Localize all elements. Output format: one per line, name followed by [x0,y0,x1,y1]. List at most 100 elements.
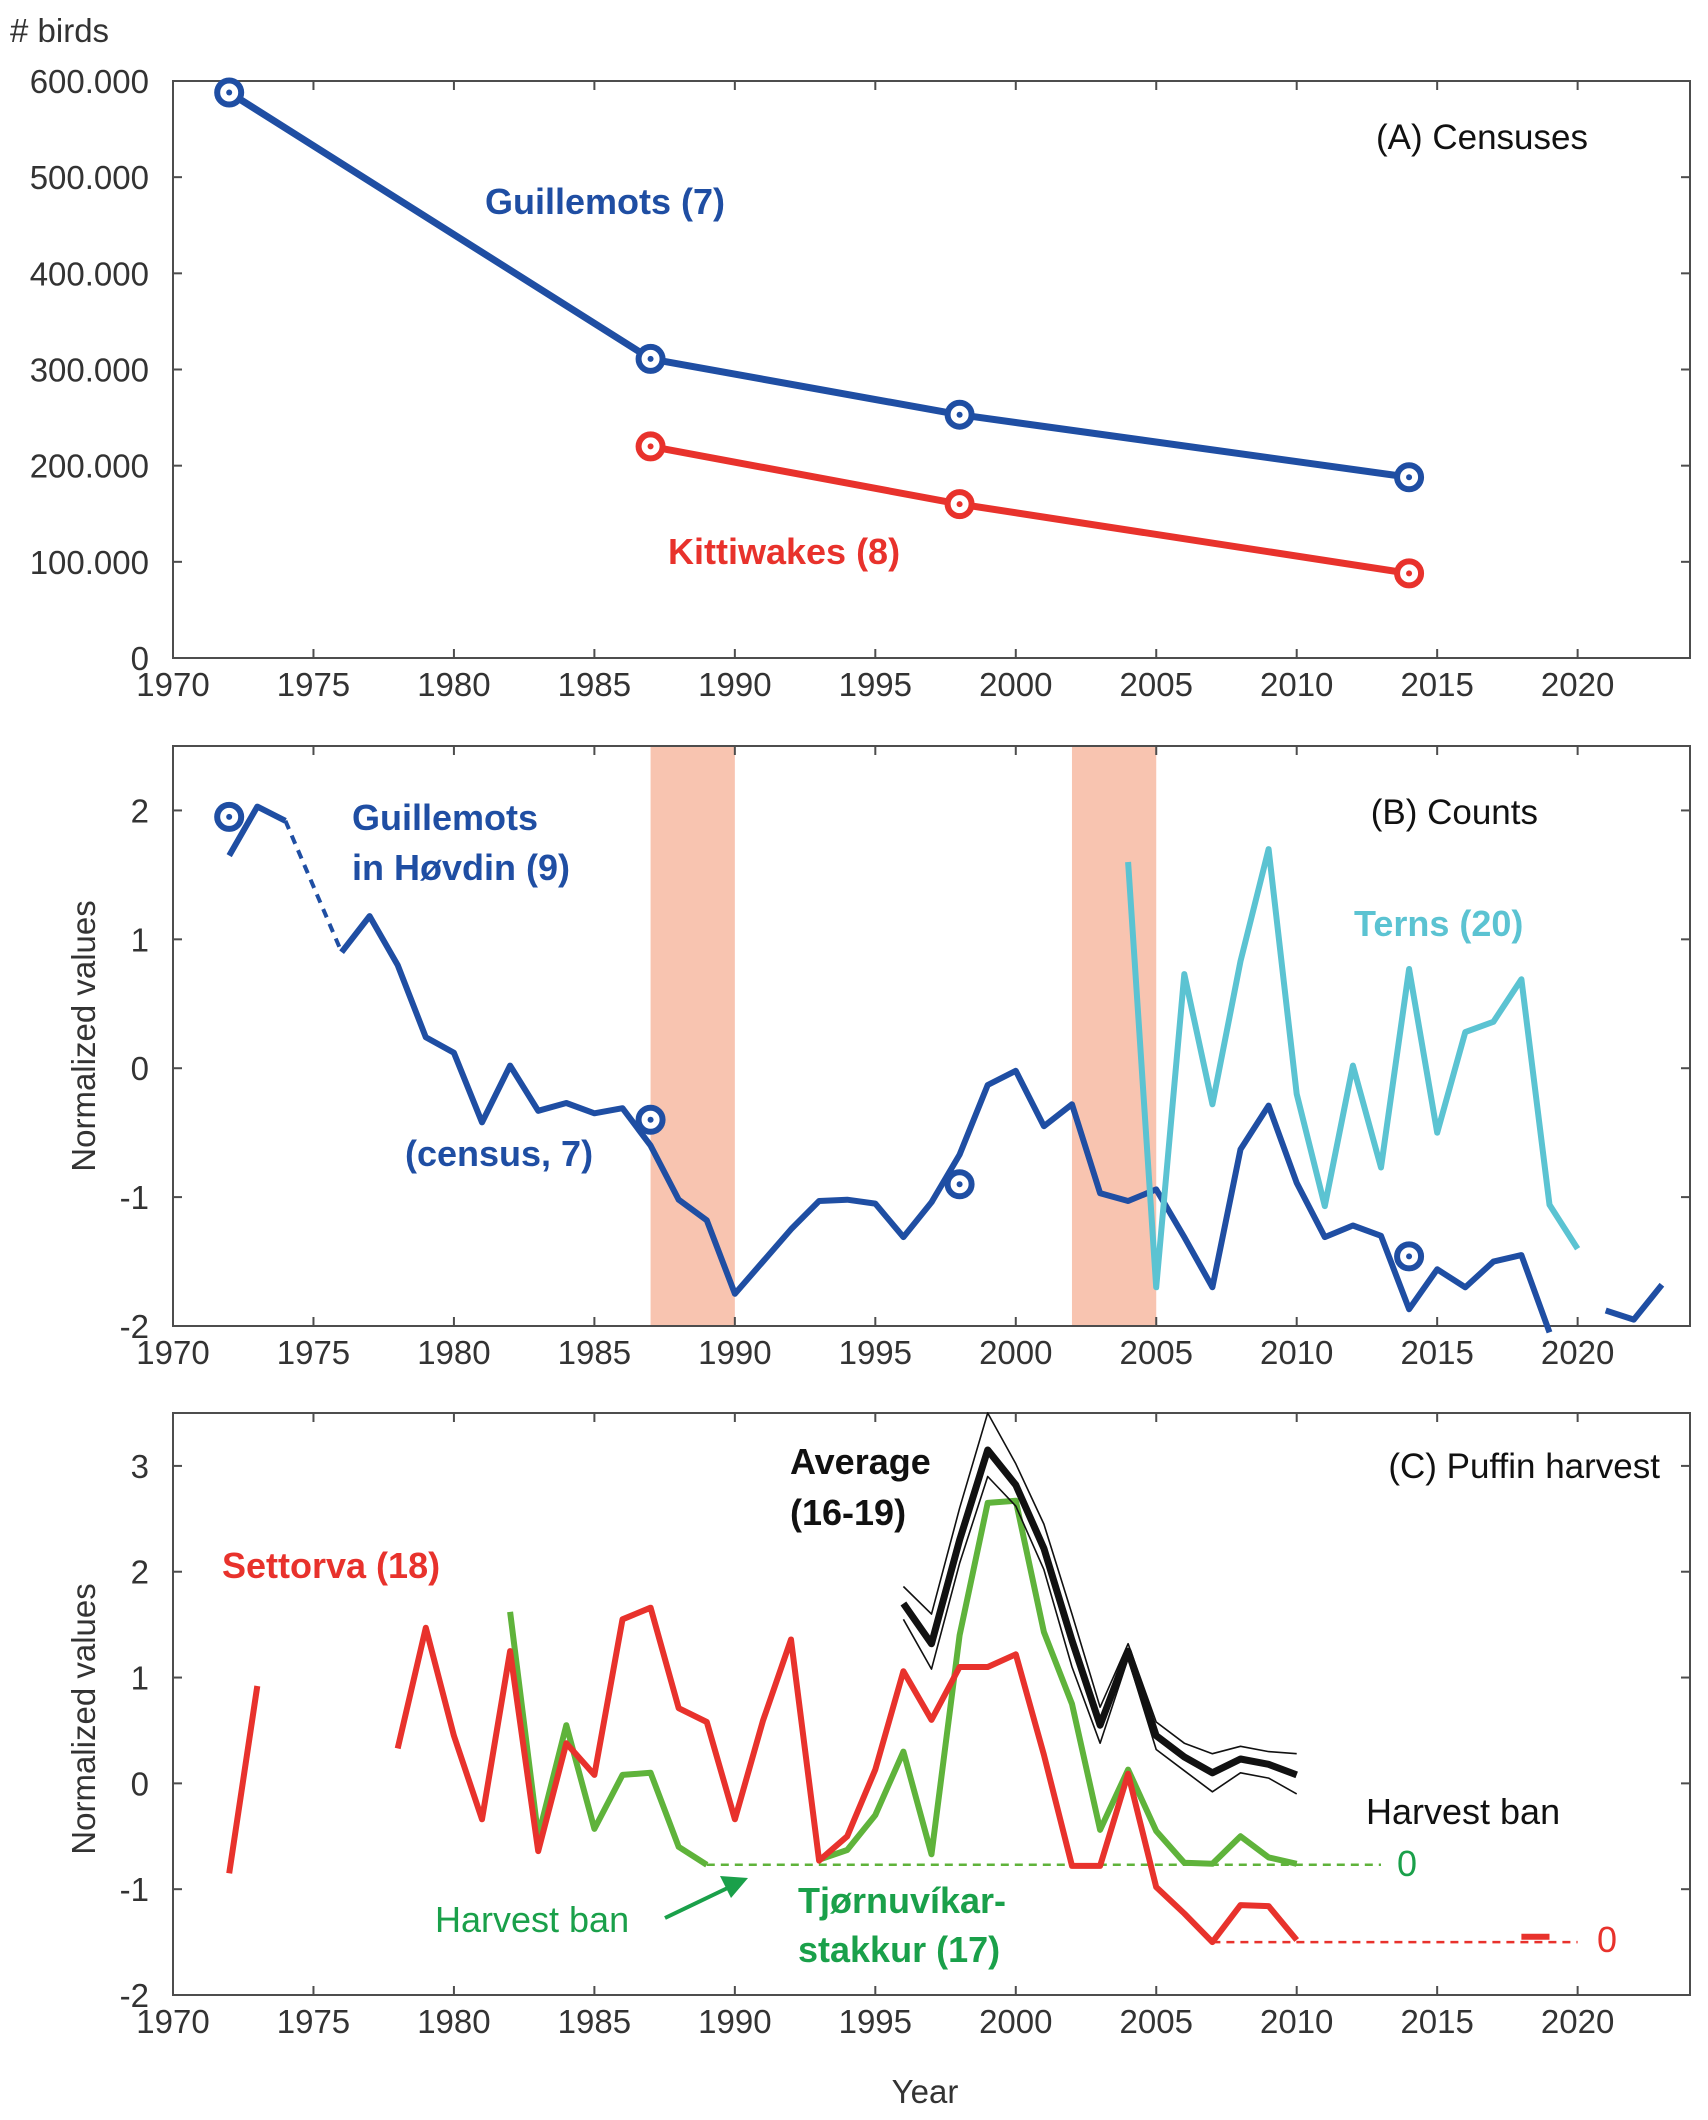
x-tick-label-2005: 2005 [1120,2003,1193,2040]
x-tick-label-1975: 1975 [277,1334,350,1371]
average-label-line2: (16-19) [790,1492,906,1533]
panel-b-title: (B) Counts [1371,793,1538,832]
kittiwakes-census-marker-1987-dot [647,443,654,450]
y-tick-label--2: -2 [120,1308,149,1345]
panel-c-plot [226,1412,1578,1946]
guillemots-census-marker-2014-dot [1406,474,1413,481]
x-tick-label-2005: 2005 [1120,666,1193,703]
x-axis-label-year: Year [892,2073,959,2110]
guillemots-hovdin-line-seg-2 [1604,1282,1665,1323]
y-tick-label-2: 2 [131,792,149,829]
x-tick-label-1990: 1990 [698,1334,771,1371]
average-line [900,1446,1298,1779]
guillemots-census-marker-1998-dot [956,1181,963,1188]
guillemots-hovdin-dashed-gap [283,820,344,953]
harvest-ban-arrow-head [720,1876,748,1898]
x-tick-label-2020: 2020 [1541,2003,1614,2040]
x-tick-label-1970: 1970 [136,1334,209,1371]
y-tick-label-100.000: 100.000 [30,544,149,581]
y-tick-label-0: 0 [131,1765,149,1802]
kittiwakes-census-label: Kittiwakes (8) [668,531,900,572]
tjornuvikarstakkur-label-line1: Tjørnuvíkar- [798,1880,1006,1921]
x-tick-label-1985: 1985 [558,1334,631,1371]
panel-c-axes: 1970 1975 1980 1985 1990 1995 2000 2005 2010 2015… [120,1413,1690,2040]
y-tick-label-0: 0 [131,1050,149,1087]
y-tick-label-0: 0 [131,640,149,677]
x-tick-label-1985: 1985 [558,666,631,703]
census-note-label: (census, 7) [405,1133,593,1174]
zero-label-green: 0 [1397,1843,1417,1884]
y-tick-label-2: 2 [131,1554,149,1591]
x-tick-label-2010: 2010 [1260,2003,1333,2040]
y-tick-label--1: -1 [120,1179,149,1216]
x-tick-label-1970: 1970 [136,2003,209,2040]
average-upper-bound-line [902,1412,1297,1755]
kittiwakes-census-marker-1998-dot [956,501,963,508]
panel-a-y-axis-label: # birds [10,12,109,49]
x-tick-label-2010: 2010 [1260,666,1333,703]
x-tick-label-2010: 2010 [1260,1334,1333,1371]
y-tick-label--2: -2 [120,1977,149,2014]
average-lower-bound-line [902,1475,1298,1795]
x-tick-label-1975: 1975 [277,666,350,703]
panel-b-frame [172,745,1691,1327]
tjornuvikarstakkur-line-part-1 [818,1497,1298,1867]
settorva-line-seg-0 [226,1685,261,1874]
panel-a-title: (A) Censuses [1376,118,1588,157]
harvest-ban-arrow [664,1876,748,1920]
settorva-line-seg-1 [394,1604,1300,1946]
panel-c-frame [172,1412,1691,1996]
harvest-ban-label-top: Harvest ban [1366,1791,1560,1832]
guillemots-census-marker-1998-dot [956,411,963,418]
average-label-line1: Average [790,1441,931,1482]
panel-c-y-axis-label: Normalized values [65,1583,102,1854]
tjornuvikarstakkur-line [507,1611,709,1868]
panel-a-frame [172,80,1691,659]
guillemots-hovdin-label-line1: Guillemots [352,797,538,838]
x-tick-label-2015: 2015 [1400,666,1473,703]
guillemots-hovdin-line-seg-0 [226,803,287,858]
y-tick-label-500.000: 500.000 [30,159,149,196]
guillemots-census-label: Guillemots (7) [485,181,725,222]
kittiwakes-census-marker-2014-dot [1406,570,1413,577]
x-tick-label-2000: 2000 [979,1334,1052,1371]
guillemots-census-line [227,89,1410,481]
terns-line [1125,846,1581,1291]
panel-b-axes: 1970 1975 1980 1985 1990 1995 2000 2005 2010 2015… [120,746,1690,1371]
x-tick-label-1970: 1970 [136,666,209,703]
y-tick-label-1: 1 [131,921,149,958]
x-tick-label-2020: 2020 [1541,666,1614,703]
x-tick-label-1980: 1980 [417,666,490,703]
y-tick-label--1: -1 [120,1871,149,1908]
x-tick-label-2000: 2000 [979,666,1052,703]
x-tick-label-1985: 1985 [558,2003,631,2040]
panel-b-shaded-periods [650,746,1157,1326]
x-tick-label-1980: 1980 [417,1334,490,1371]
shaded-period-1987-1990 [650,746,735,1326]
guillemots-hovdin-label-line2: in Høvdin (9) [352,847,570,888]
guillemots-census-marker-1987-dot [647,1116,654,1123]
x-tick-label-1980: 1980 [417,2003,490,2040]
guillemots-census-marker-1972-dot [226,813,233,820]
x-tick-label-1995: 1995 [839,666,912,703]
x-tick-label-1995: 1995 [839,2003,912,2040]
terns-label: Terns (20) [1354,903,1523,944]
shaded-period-2002-2005 [1071,746,1157,1326]
x-tick-label-1995: 1995 [839,1334,912,1371]
panel-a-plot [214,77,1425,589]
tjornuvikarstakkur-label-line2: stakkur (17) [798,1929,1000,1970]
x-tick-label-1990: 1990 [698,666,771,703]
panel-a-axes: 1970 1975 1980 1985 1990 1995 2000 2005 2010 2015… [30,63,1690,703]
x-tick-label-2005: 2005 [1120,1334,1193,1371]
guillemots-hovdin-line-seg-1 [339,913,1553,1334]
panel-c-title: (C) Puffin harvest [1388,1447,1660,1486]
panel-c-puffin-harvest: Normalized values Year (C) Puffin harves… [65,1412,1691,2110]
guillemots-census-marker-2014-dot [1406,1253,1413,1260]
x-tick-label-1975: 1975 [277,2003,350,2040]
x-tick-label-2015: 2015 [1400,2003,1473,2040]
x-tick-label-2020: 2020 [1541,1334,1614,1371]
guillemots-census-marker-1972-dot [226,89,233,96]
zero-label-red: 0 [1597,1919,1617,1960]
y-tick-label-300.000: 300.000 [30,352,149,389]
